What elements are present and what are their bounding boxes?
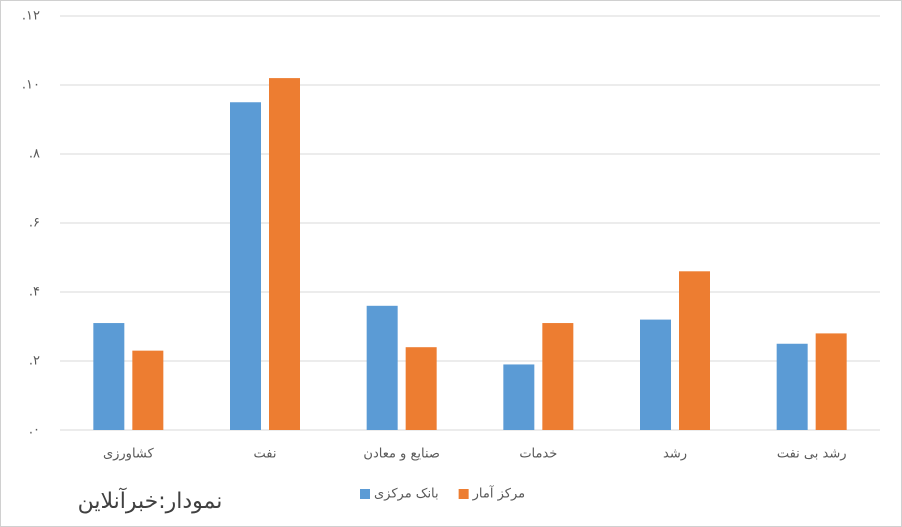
y-tick-label: .۱۲ (22, 9, 40, 24)
x-tick-label: رشد (663, 447, 687, 462)
legend-swatch (360, 489, 370, 499)
y-tick-label: .۸ (29, 147, 40, 162)
bar (815, 333, 847, 430)
legend-label: مرکز آمار (472, 485, 525, 502)
bar (366, 305, 398, 430)
bar (776, 343, 808, 430)
y-tick-label: .۶ (29, 216, 40, 231)
x-tick-label: خدمات (519, 447, 557, 462)
x-tick-label: صنایع و معادن (363, 447, 440, 462)
bar (230, 102, 261, 430)
legend-swatch (458, 489, 469, 499)
bar (405, 347, 437, 430)
y-tick-label: .۲ (29, 354, 40, 369)
y-tick-label: .۰ (29, 423, 40, 438)
bar (542, 323, 574, 430)
x-tick-label: کشاورزی (103, 447, 155, 462)
y-tick-label: .۴ (29, 285, 40, 300)
legend-label: بانک مرکزی (374, 487, 439, 502)
bar (640, 319, 671, 430)
x-tick-label: نفت (254, 447, 277, 462)
bar (93, 323, 125, 430)
bar (503, 364, 535, 430)
annotation: نمودار:خبرآنلاین (78, 487, 223, 514)
x-tick-label: رشد بی نفت (777, 447, 847, 462)
bar (269, 78, 300, 430)
bar (132, 350, 164, 430)
bar (679, 271, 710, 430)
y-tick-label: .۱۰ (22, 78, 40, 93)
